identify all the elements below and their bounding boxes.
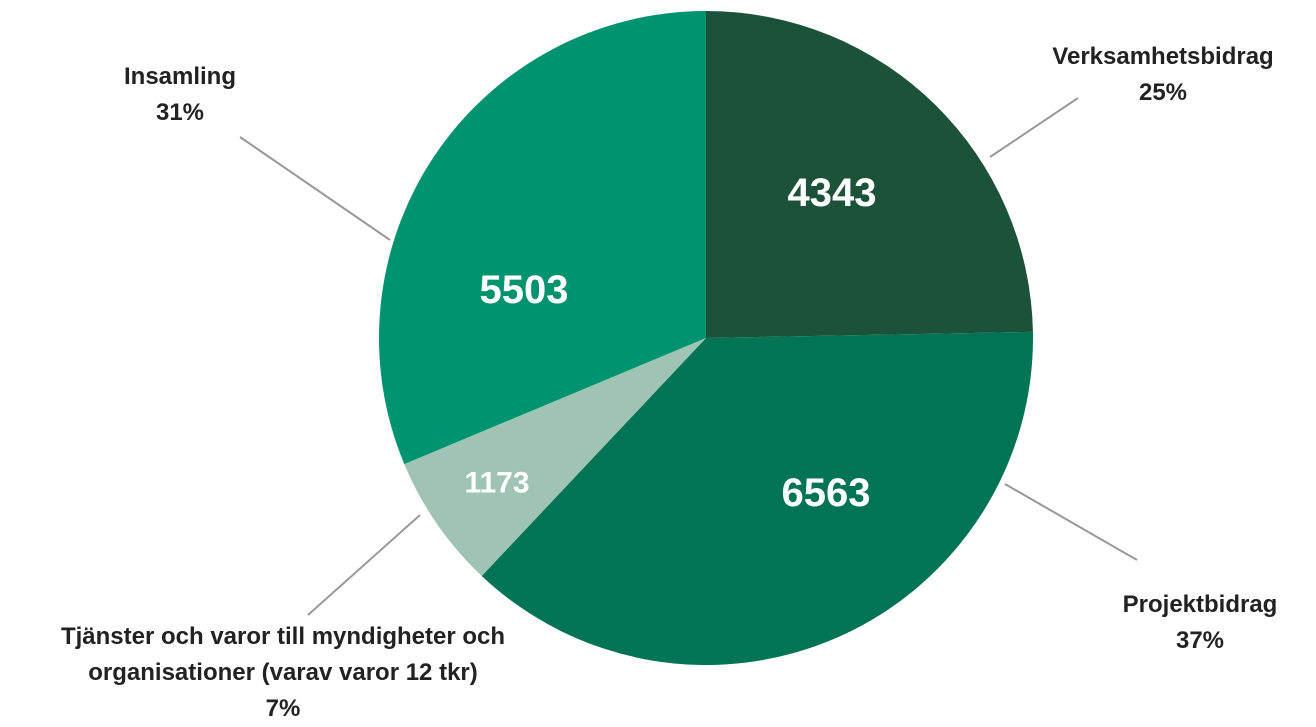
pie-slice [404,338,706,576]
percent-label: 7% [265,695,301,722]
value-label: 1173 [464,467,529,500]
percent-label: 37% [1175,627,1225,654]
category-label: Projektbidrag [1122,591,1278,618]
leader-line [307,514,421,616]
slice-label: Verksamhetsbidrag 25% [1013,39,1313,111]
value-label: 5503 [480,268,569,312]
percent-label: 31% [155,99,205,126]
pie-slice [481,331,1033,665]
leader-line [239,136,391,241]
value-label: 4343 [788,171,877,215]
leader-line [1004,483,1138,561]
slice-label: Insamling 31% [60,59,300,131]
category-label: Insamling [123,63,237,90]
pie-slice [706,11,1033,338]
leader-line [989,97,1079,158]
percent-label: 25% [1138,79,1188,106]
slice-label: Tjänster och varor till myndigheter och … [3,619,563,727]
slice-label: Projektbidrag 37% [1080,587,1316,659]
pie-slice [379,11,706,465]
category-label: Tjänster och varor till myndigheter och … [60,623,506,686]
value-label: 6563 [782,471,871,515]
category-label: Verksamhetsbidrag [1052,43,1274,70]
